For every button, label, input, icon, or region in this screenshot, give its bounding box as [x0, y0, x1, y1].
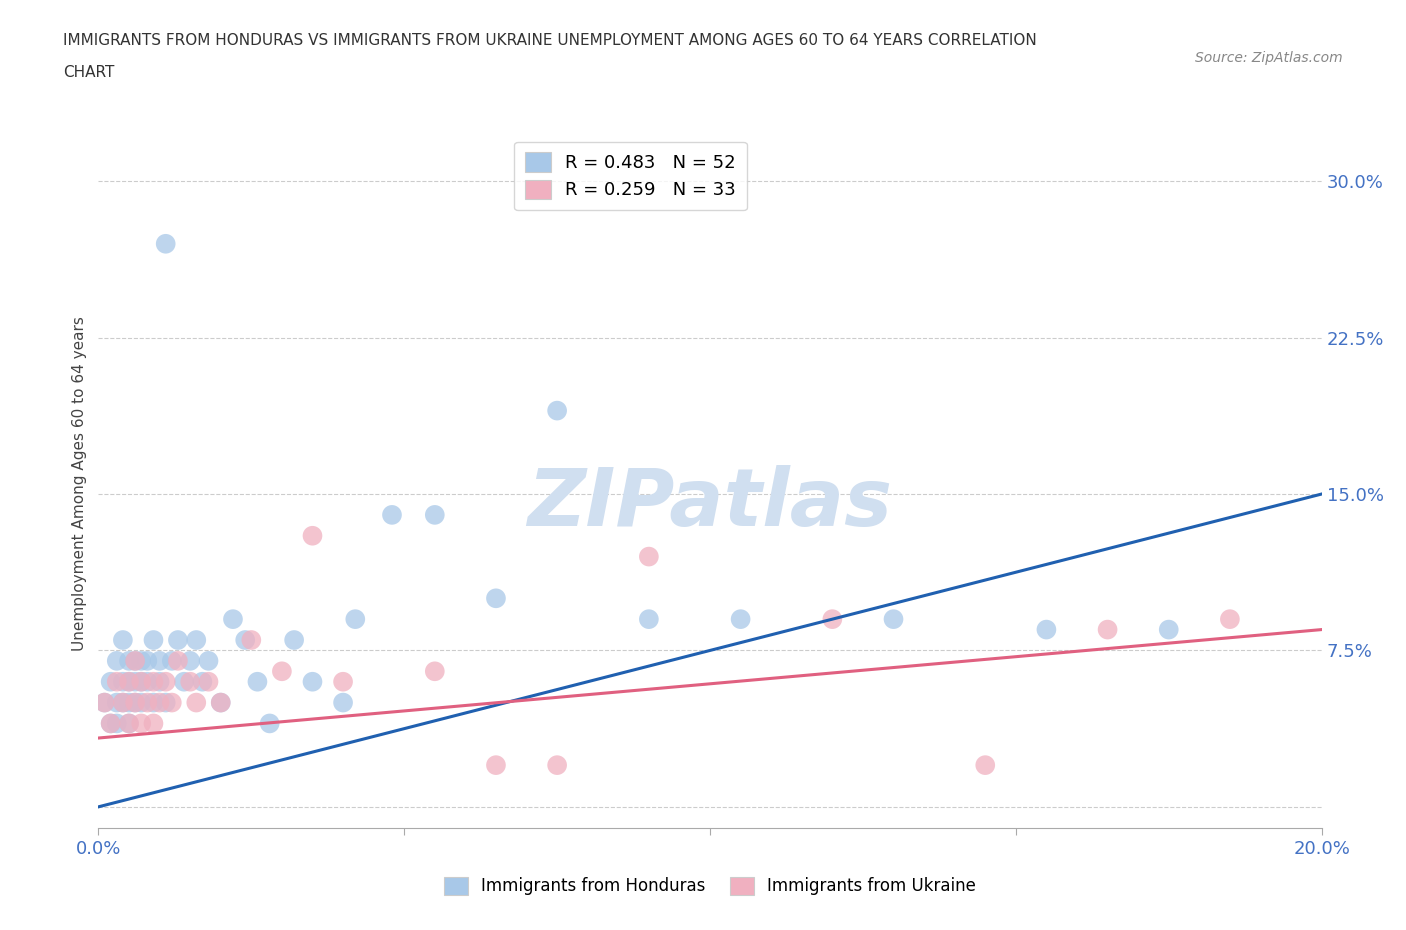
- Point: [485, 591, 508, 605]
- Point: [129, 674, 152, 689]
- Point: [240, 632, 263, 647]
- Point: [118, 695, 141, 710]
- Y-axis label: Unemployment Among Ages 60 to 64 years: Unemployment Among Ages 60 to 64 years: [72, 316, 87, 651]
- Point: [1097, 622, 1119, 637]
- Point: [129, 654, 152, 669]
- Point: [167, 654, 190, 669]
- Point: [191, 674, 214, 689]
- Point: [173, 674, 195, 689]
- Point: [100, 674, 122, 689]
- Point: [883, 612, 905, 627]
- Point: [93, 695, 115, 710]
- Point: [301, 528, 323, 543]
- Point: [730, 612, 752, 627]
- Point: [124, 695, 146, 710]
- Point: [142, 674, 165, 689]
- Point: [142, 695, 165, 710]
- Point: [93, 695, 115, 710]
- Point: [136, 674, 159, 689]
- Point: [105, 674, 128, 689]
- Point: [118, 674, 141, 689]
- Point: [155, 674, 177, 689]
- Point: [100, 716, 122, 731]
- Point: [129, 695, 152, 710]
- Point: [209, 695, 232, 710]
- Point: [546, 404, 568, 418]
- Point: [105, 716, 128, 731]
- Point: [821, 612, 844, 627]
- Point: [209, 695, 232, 710]
- Point: [637, 549, 661, 564]
- Point: [118, 654, 141, 669]
- Point: [155, 695, 177, 710]
- Point: [179, 654, 201, 669]
- Point: [186, 695, 208, 710]
- Point: [149, 654, 172, 669]
- Text: IMMIGRANTS FROM HONDURAS VS IMMIGRANTS FROM UKRAINE UNEMPLOYMENT AMONG AGES 60 T: IMMIGRANTS FROM HONDURAS VS IMMIGRANTS F…: [63, 33, 1038, 47]
- Point: [1219, 612, 1241, 627]
- Point: [149, 674, 172, 689]
- Point: [160, 695, 183, 710]
- Point: [111, 632, 134, 647]
- Point: [129, 716, 152, 731]
- Point: [118, 674, 141, 689]
- Point: [186, 632, 208, 647]
- Legend: Immigrants from Honduras, Immigrants from Ukraine: Immigrants from Honduras, Immigrants fro…: [437, 870, 983, 902]
- Point: [142, 632, 165, 647]
- Point: [637, 612, 661, 627]
- Point: [111, 695, 134, 710]
- Point: [124, 654, 146, 669]
- Point: [301, 674, 323, 689]
- Point: [332, 695, 354, 710]
- Point: [105, 695, 128, 710]
- Point: [283, 632, 305, 647]
- Text: Source: ZipAtlas.com: Source: ZipAtlas.com: [1195, 51, 1343, 65]
- Point: [332, 674, 354, 689]
- Point: [344, 612, 367, 627]
- Point: [974, 758, 997, 773]
- Point: [423, 508, 446, 523]
- Point: [179, 674, 201, 689]
- Point: [155, 236, 177, 251]
- Point: [246, 674, 269, 689]
- Point: [111, 674, 134, 689]
- Point: [197, 674, 219, 689]
- Point: [149, 695, 172, 710]
- Point: [118, 716, 141, 731]
- Point: [105, 654, 128, 669]
- Point: [197, 654, 219, 669]
- Point: [1035, 622, 1057, 637]
- Point: [270, 664, 292, 679]
- Point: [124, 654, 146, 669]
- Point: [136, 654, 159, 669]
- Text: ZIPatlas: ZIPatlas: [527, 465, 893, 543]
- Point: [381, 508, 404, 523]
- Point: [423, 664, 446, 679]
- Point: [222, 612, 245, 627]
- Point: [259, 716, 281, 731]
- Point: [142, 716, 165, 731]
- Point: [1157, 622, 1180, 637]
- Point: [546, 758, 568, 773]
- Point: [233, 632, 256, 647]
- Text: CHART: CHART: [63, 65, 115, 80]
- Point: [136, 695, 159, 710]
- Point: [167, 632, 190, 647]
- Point: [124, 674, 146, 689]
- Point: [485, 758, 508, 773]
- Point: [160, 654, 183, 669]
- Point: [118, 716, 141, 731]
- Point: [100, 716, 122, 731]
- Point: [129, 674, 152, 689]
- Point: [124, 695, 146, 710]
- Point: [111, 695, 134, 710]
